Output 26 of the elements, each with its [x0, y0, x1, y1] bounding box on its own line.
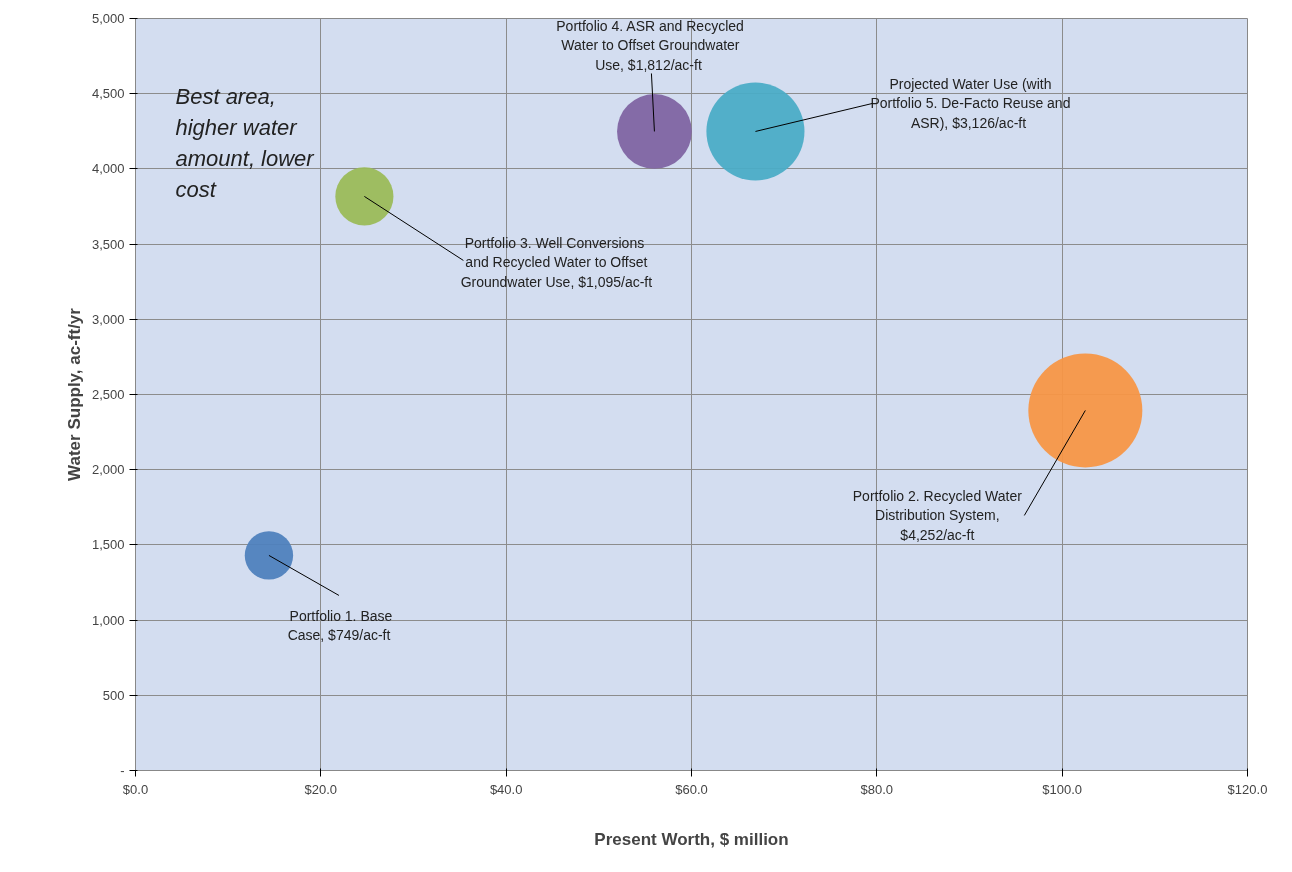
annotation: Portfolio 1. Base Case, $749/ac-ft [287, 607, 393, 644]
y-tick-label: 2,000 [91, 462, 125, 478]
y-axis-title: Water Supply, ac-ft/yr [64, 307, 84, 481]
x-tick-label: $20.0 [304, 781, 338, 797]
y-tick-label: 3,000 [91, 311, 125, 327]
y-tick-label: 4,000 [91, 161, 125, 177]
y-tick-label: 5,000 [91, 11, 125, 26]
y-tick-label: 500 [102, 687, 125, 703]
y-tick-label: 3,500 [91, 236, 125, 252]
x-tick-label: $0.0 [122, 781, 149, 797]
x-tick-label: $100.0 [1042, 781, 1083, 797]
annotation: Best area, higher water amount, lower cost [175, 83, 316, 203]
annotation: Portfolio 3. Well Conversions and Recycled Water to Offset Groundwater Use, $1,095/ac-ft [460, 235, 653, 290]
x-tick-label: $60.0 [675, 781, 708, 797]
y-tick-label: 1,000 [91, 612, 125, 628]
y-tick-label: - [120, 763, 125, 778]
y-tick-label: 4,500 [91, 86, 125, 102]
annotation: Portfolio 4. ASR and Recycled Water to Offset Groundwater Use, $1,812/ac-ft [556, 18, 744, 73]
y-tick-label: 2,500 [91, 387, 125, 402]
x-tick-label: $120.0 [1227, 781, 1268, 797]
annotation: Projected Water Use (with Portfolio 5. De-Facto Reuse and ASR), $3,126/ac-ft [870, 76, 1071, 131]
y-tick-label: 1,500 [91, 537, 125, 553]
x-axis-title: Present Worth, $ million [594, 829, 789, 849]
annotation: Portfolio 2. Recycled Water Distribution System, $4,252/ac-ft [852, 488, 1023, 543]
x-tick-label: $80.0 [860, 781, 894, 797]
x-tick-label: $40.0 [489, 781, 523, 797]
